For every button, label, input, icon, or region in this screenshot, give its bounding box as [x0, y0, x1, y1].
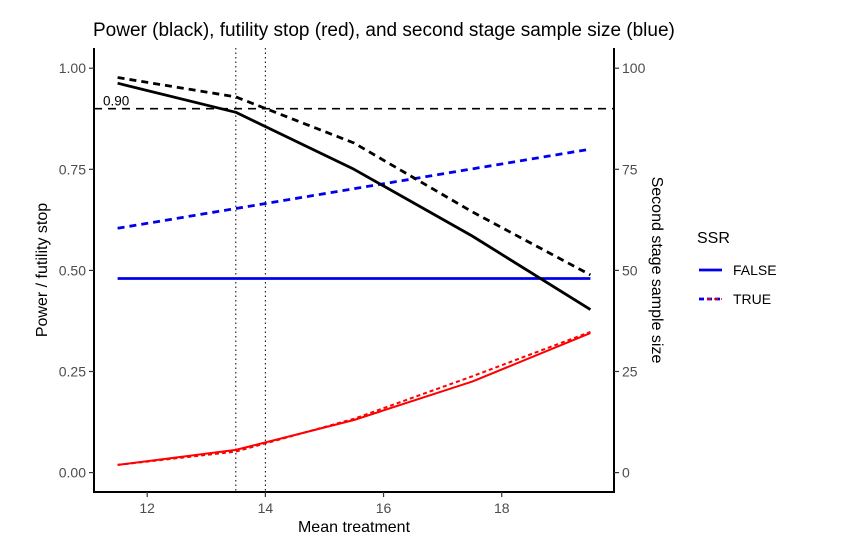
- y2-tick-label: 75: [622, 161, 638, 177]
- legend-label-true: TRUE: [733, 291, 771, 307]
- reference-line-label: 0.90: [103, 94, 129, 109]
- y-axis-title: Power / futility stop: [34, 203, 51, 337]
- plot-panel: 0.90 12 14 16 18 0.00 0.25 0.50 0.75 1.00 0 25 50 75 1…: [59, 48, 646, 516]
- y-tick-label: 0.25: [59, 363, 86, 379]
- series-line-sample_size-ssr-true: [117, 147, 591, 230]
- x-axis-title: Mean treatment: [298, 519, 411, 536]
- legend-label-false: FALSE: [733, 262, 777, 278]
- x-tick-label: 18: [494, 500, 510, 516]
- x-tick-label: 14: [258, 500, 274, 516]
- series-line-futility-ssr-false: [117, 332, 591, 466]
- series-line-power-ssr-true: [117, 76, 592, 277]
- chart-title: Power (black), futility stop (red), and …: [93, 20, 675, 41]
- y-tick-label: 0.50: [59, 262, 86, 278]
- x-tick-label: 12: [139, 500, 155, 516]
- x-tick-label: 16: [376, 500, 392, 516]
- y2-axis-title: Second stage sample size: [648, 177, 665, 364]
- legend-title: SSR: [697, 230, 730, 247]
- y-tick-label: 1.00: [59, 60, 86, 76]
- y2-tick-label: 100: [622, 60, 646, 76]
- legend: SSR FALSE TRUE: [697, 230, 777, 307]
- y-tick-label: 0.00: [59, 465, 86, 481]
- y2-tick-label: 50: [622, 262, 638, 278]
- y2-tick-label: 25: [622, 363, 638, 379]
- series-line-futility-ssr-true: [117, 330, 591, 466]
- y2-tick-label: 0: [622, 465, 630, 481]
- y-tick-label: 0.75: [59, 161, 86, 177]
- series-line-power-ssr-false: [117, 81, 592, 311]
